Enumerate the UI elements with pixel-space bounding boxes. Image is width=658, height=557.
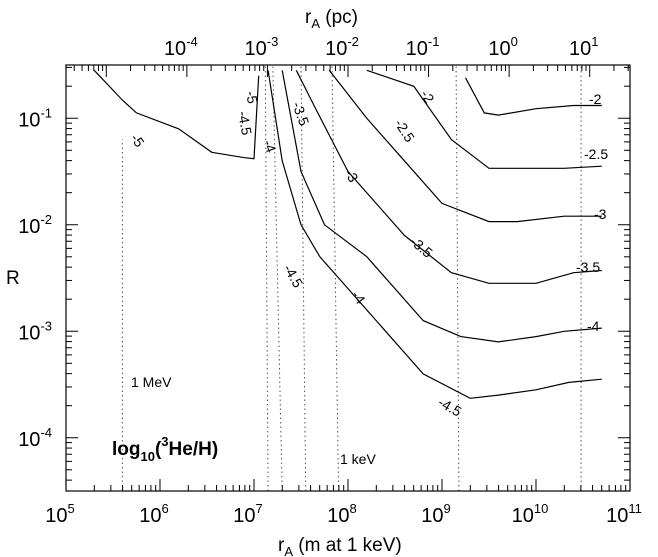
contour-label: -3.5 <box>576 259 600 275</box>
axis-ticks <box>65 65 631 491</box>
reference-line <box>264 64 269 492</box>
contour-line <box>93 69 260 160</box>
chart-title-annotation: log10(3He/H) <box>112 434 218 464</box>
tick-label: 107 <box>233 501 262 527</box>
tick-label: 100 <box>488 34 517 60</box>
plot-frame <box>65 64 631 492</box>
reference-label-1kev: 1 keV <box>340 451 376 467</box>
tick-label: 10-2 <box>18 212 52 238</box>
tick-label: 10-3 <box>245 34 279 60</box>
tick-label: 10-2 <box>325 34 359 60</box>
tick-label: 10-1 <box>406 34 440 60</box>
contour-label: -3 <box>341 166 361 185</box>
tick-label: 1010 <box>512 501 549 527</box>
contour-line <box>267 70 602 399</box>
tick-label: 109 <box>421 501 450 527</box>
tick-label: 106 <box>139 501 168 527</box>
contour-label: -4 <box>349 288 369 308</box>
contour-label: -4 <box>587 318 600 334</box>
tick-label: 101 <box>569 34 598 60</box>
contour-label: -5 <box>243 90 261 105</box>
contour-label: -3 <box>594 206 607 222</box>
contour-labels: -2 -2-2.5-2.5-3-3-3.5-3.5-3.5-4-4-4-4.5-4… <box>128 87 609 420</box>
reference-lines <box>121 64 582 492</box>
tick-label: 105 <box>45 501 74 527</box>
contour-label: -4.5 <box>235 110 255 137</box>
contour-lines <box>93 69 602 399</box>
x-axis-label: rA (m at 1 keV) <box>278 535 402 557</box>
y-axis-label: R <box>6 268 20 289</box>
tick-label: 1011 <box>606 501 642 527</box>
contour-label: -2.5 <box>584 146 608 162</box>
contour-label: -3.5 <box>289 100 312 128</box>
reference-line <box>331 64 340 492</box>
contour-line <box>295 70 602 284</box>
contour-label: -2 <box>589 91 602 107</box>
contour-label: -4.5 <box>436 394 465 420</box>
x2-axis-label: rA (pc) <box>305 7 358 31</box>
contour-label: -2 <box>417 87 437 106</box>
reference-line <box>455 64 460 492</box>
tick-label: 10-1 <box>18 105 52 131</box>
tick-label: 108 <box>327 501 356 527</box>
tick-label: 10-4 <box>18 425 52 451</box>
contour-label: -4.5 <box>280 262 306 291</box>
tick-label: 10-4 <box>164 34 198 60</box>
contour-label: -2.5 <box>391 116 418 145</box>
reference-label-1mev: 1 MeV <box>131 374 172 390</box>
tick-label: 10-3 <box>18 318 52 344</box>
contour-line <box>281 70 602 343</box>
tick-labels: 105 106 107 108 109 1010 1011 10-4 10-3 10-2 10-1 1… <box>18 34 642 527</box>
contour-label: -5 <box>128 131 148 151</box>
contour-line <box>366 69 602 169</box>
contour-line <box>328 69 602 223</box>
contour-label: -4 <box>260 138 279 155</box>
contour-line <box>464 77 602 116</box>
